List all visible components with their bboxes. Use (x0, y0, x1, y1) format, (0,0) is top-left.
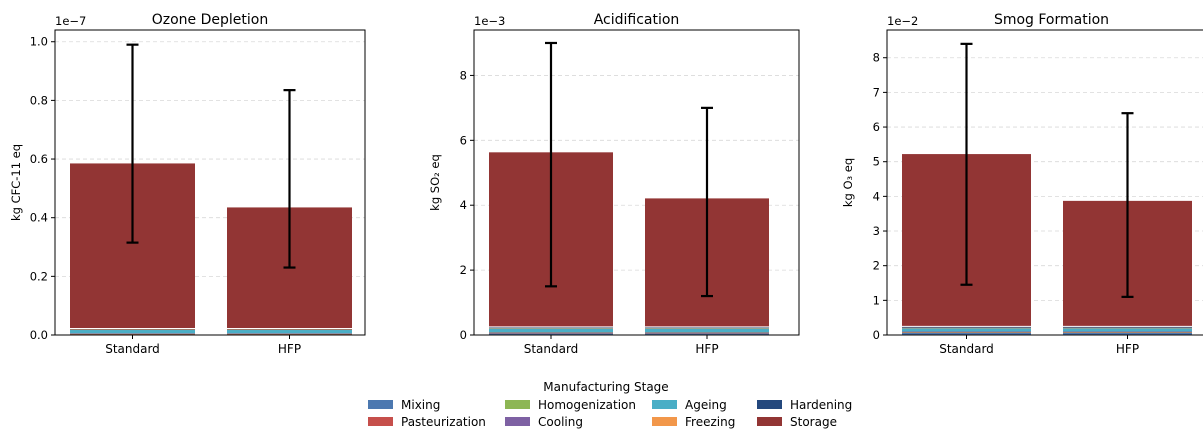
legend-label: Storage (790, 415, 837, 429)
chart-panel-2: 0 2 4 6 8 Standard HFP Acidification 1e−3 kg SO₂ … (428, 12, 800, 356)
y-tick-label: 7 (873, 85, 880, 99)
bar-freezing-hfp (1063, 327, 1192, 329)
plot-frame (54, 29, 366, 336)
legend-label: Hardening (790, 398, 852, 412)
x-tick-label: Standard (939, 342, 994, 356)
bar-freezing-standard (902, 327, 1031, 329)
y-axis-label: kg CFC-11 eq (9, 144, 23, 221)
legend-label: Cooling (538, 415, 583, 429)
bar-hardening-standard (902, 326, 1031, 328)
bar-mixing-hfp (1063, 332, 1192, 335)
y-tick-label: 6 (460, 133, 467, 147)
y-tick-label: 0.2 (30, 269, 48, 283)
chart-panel-3: 0 1 2 3 4 5 6 7 8 Standard HFP Smog Formation 1e−2 kg… (841, 12, 1203, 356)
y-tick-label: 0.0 (30, 328, 48, 342)
legend-swatch-mixing (368, 400, 393, 409)
bar-cooling-standard (70, 333, 195, 334)
bar-cooling-standard (489, 332, 613, 333)
bar-pasteurization-standard (902, 332, 1031, 333)
y-tick-label: 0 (460, 328, 467, 342)
legend-label: Freezing (685, 415, 735, 429)
x-tick-label: HFP (695, 342, 718, 356)
legend-label: Homogenization (538, 398, 636, 412)
y-tick-label: 0.6 (30, 152, 48, 166)
x-tick-label: HFP (1116, 342, 1139, 356)
bar-homogenization-standard (489, 332, 613, 334)
bar-homogenization-hfp (1063, 331, 1192, 333)
legend: Manufacturing Stage Mixing Homogenization A… (368, 380, 852, 429)
bar-ageing-hfp (227, 329, 352, 334)
y-tick-label: 8 (873, 51, 880, 65)
bar-mixing-standard (489, 333, 613, 335)
chart-title: Ozone Depletion (152, 12, 268, 28)
legend-label: Mixing (401, 398, 440, 412)
x-tick-label: Standard (524, 342, 579, 356)
bar-cooling-standard (902, 331, 1031, 333)
bar-freezing-hfp (645, 327, 769, 329)
y-tick-label: 3 (873, 224, 880, 238)
y-tick-label: 5 (873, 155, 880, 169)
y-tick-label: 2 (873, 259, 880, 273)
bar-freezing-hfp (227, 329, 352, 331)
bar-ageing-standard (902, 328, 1031, 332)
legend-swatch-pasteurization (368, 417, 393, 426)
bar-hardening-hfp (1063, 326, 1192, 328)
chart-title: Smog Formation (994, 12, 1109, 28)
bar-cooling-hfp (227, 333, 352, 334)
bar-freezing-standard (70, 329, 195, 331)
y-tick-label: 1.0 (30, 35, 48, 49)
legend-swatch-hardening (757, 400, 782, 409)
bar-homogenization-hfp (645, 332, 769, 334)
chart-title: Acidification (594, 12, 680, 28)
bar-ageing-standard (489, 328, 613, 333)
legend-swatch-ageing (652, 400, 677, 409)
legend-swatch-storage (757, 417, 782, 426)
x-tick-label: HFP (278, 342, 301, 356)
y-tick-label: 4 (460, 198, 467, 212)
bar-ageing-standard (70, 329, 195, 334)
y-tick-label: 6 (873, 120, 880, 134)
bar-mixing-hfp (645, 333, 769, 335)
axis-scale-factor: 1e−3 (474, 14, 505, 28)
bar-freezing-standard (489, 327, 613, 329)
y-tick-label: 2 (460, 263, 467, 277)
y-tick-label: 0.8 (30, 93, 48, 107)
bar-cooling-hfp (1063, 331, 1192, 333)
legend-title: Manufacturing Stage (543, 380, 668, 394)
legend-swatch-freezing (652, 417, 677, 426)
y-tick-label: 0.4 (30, 211, 48, 225)
x-tick-label: Standard (105, 342, 160, 356)
plot-frame (886, 29, 1203, 336)
bar-cooling-hfp (645, 332, 769, 333)
legend-label: Pasteurization (401, 415, 486, 429)
y-tick-label: 0 (873, 328, 880, 342)
bar-pasteurization-hfp (1063, 332, 1192, 333)
bar-pasteurization-standard (489, 332, 613, 334)
bar-pasteurization-hfp (645, 332, 769, 334)
bar-mixing-standard (902, 332, 1031, 335)
y-axis-label: kg O₃ eq (841, 158, 855, 207)
axis-scale-factor: 1e−2 (887, 14, 918, 28)
y-tick-label: 4 (873, 189, 880, 203)
legend-swatch-cooling (505, 417, 530, 426)
y-tick-label: 8 (460, 68, 467, 82)
legend-swatch-homogenization (505, 400, 530, 409)
plot-frame (473, 29, 800, 336)
bar-ageing-hfp (1063, 328, 1192, 332)
y-tick-label: 1 (873, 293, 880, 307)
bar-ageing-hfp (645, 328, 769, 333)
bar-homogenization-standard (902, 331, 1031, 333)
axis-scale-factor: 1e−7 (55, 14, 86, 28)
legend-label: Ageing (685, 398, 727, 412)
y-axis-label: kg SO₂ eq (428, 154, 442, 211)
chart-panel-1: 0.0 0.2 0.4 0.6 0.8 1.0 Standard HFP Ozone Deple… (9, 12, 366, 356)
